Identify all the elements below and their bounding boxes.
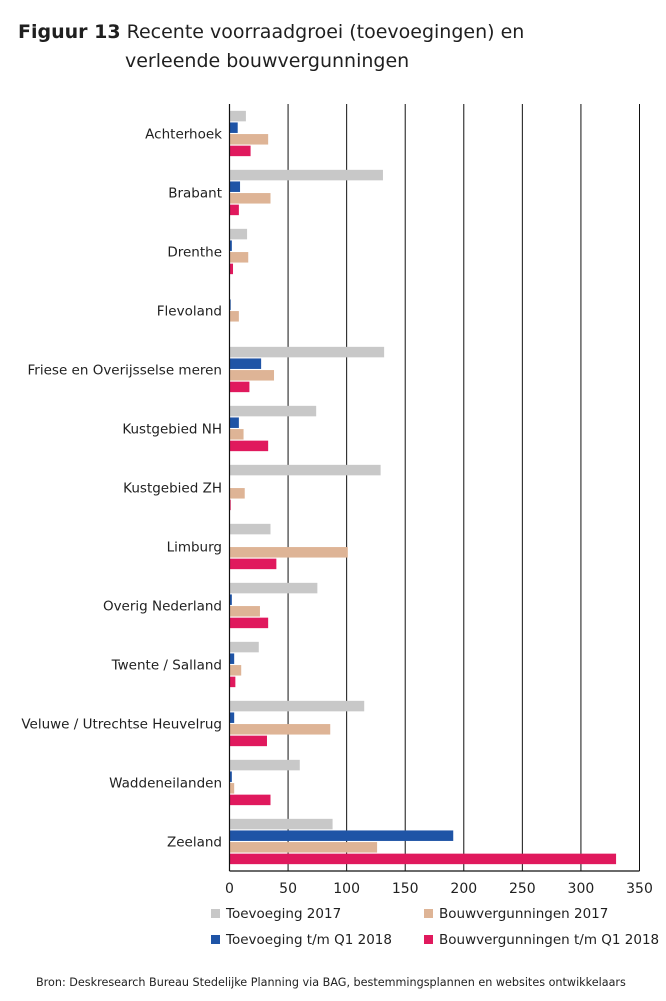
bar-5-1 — [229, 417, 239, 428]
x-tick-label-100: 100 — [333, 881, 360, 897]
bar-0-1 — [229, 122, 238, 133]
legend-label-3: Bouwvergunningen t/m Q1 2018 — [439, 932, 660, 948]
category-label-5: Kustgebied NH — [122, 422, 222, 438]
bar-2-3 — [229, 263, 234, 275]
bar-0-2 — [229, 134, 269, 145]
bar-6-0 — [229, 464, 381, 476]
legend-item-2: Toevoeging t/m Q1 2018 — [211, 932, 392, 948]
category-label-6: Kustgebied ZH — [123, 481, 222, 497]
category-label-9: Twente / Salland — [111, 658, 222, 674]
legend-item-1: Bouwvergunningen 2017 — [424, 906, 608, 922]
title-line-1: Recente voorraadgroei (toevoegingen) en — [126, 21, 525, 43]
bar-10-0 — [229, 700, 365, 712]
bar-2-0 — [229, 228, 248, 240]
legend-swatch-2 — [211, 935, 220, 944]
bar-9-0 — [229, 641, 259, 653]
bar-11-0 — [229, 759, 300, 771]
bar-12-3 — [229, 853, 617, 865]
bar-10-2 — [229, 724, 331, 735]
bar-11-1 — [229, 771, 232, 782]
bar-2-1 — [229, 240, 232, 251]
category-label-12: Zeeland — [167, 835, 222, 851]
figure-label: Figuur 13 — [18, 21, 121, 43]
category-label-2: Drenthe — [167, 245, 222, 261]
bar-7-0 — [229, 523, 271, 535]
bar-9-2 — [229, 665, 242, 676]
category-label-3: Flevoland — [157, 304, 222, 320]
bar-1-1 — [229, 181, 241, 192]
bar-4-1 — [229, 358, 262, 369]
category-label-4: Friese en Overijsselse meren — [28, 363, 222, 379]
bar-7-2 — [229, 547, 348, 558]
bar-8-3 — [229, 617, 269, 629]
legend-item-3: Bouwvergunningen t/m Q1 2018 — [424, 932, 659, 948]
category-label-1: Brabant — [168, 186, 222, 202]
bar-chart: Achterhoek Brabant Drenthe Flevoland Friese … — [21, 104, 653, 897]
legend-swatch-0 — [211, 909, 220, 918]
bar-1-3 — [229, 204, 239, 216]
bar-7-3 — [229, 558, 277, 570]
bar-6-2 — [229, 488, 245, 499]
bar-8-1 — [229, 594, 232, 605]
category-label-0: Achterhoek — [145, 127, 222, 143]
bar-8-0 — [229, 582, 318, 594]
bar-12-2 — [229, 842, 378, 853]
x-tick-label-0: 0 — [225, 881, 234, 897]
bar-11-3 — [229, 794, 271, 806]
bar-9-3 — [229, 676, 236, 688]
legend-swatch-1 — [424, 909, 433, 918]
legend-item-0: Toevoeging 2017 — [211, 906, 341, 922]
bar-12-1 — [229, 830, 454, 841]
bar-5-2 — [229, 429, 244, 440]
legend-label-0: Toevoeging 2017 — [226, 906, 342, 922]
bar-10-1 — [229, 712, 235, 723]
category-label-10: Veluwe / Utrechtse Heuvelrug — [21, 717, 222, 733]
bar-4-0 — [229, 346, 385, 358]
bar-2-2 — [229, 252, 249, 263]
x-tick-label-350: 350 — [626, 881, 653, 897]
bar-5-0 — [229, 405, 317, 417]
title-line-2: verleende bouwvergunningen — [125, 50, 410, 72]
legend-label-2: Toevoeging t/m Q1 2018 — [226, 932, 392, 948]
x-tick-label-50: 50 — [279, 881, 297, 897]
bar-11-2 — [229, 783, 235, 794]
category-label-7: Limburg — [167, 540, 222, 556]
bar-0-3 — [229, 145, 251, 157]
x-tick-label-150: 150 — [392, 881, 419, 897]
bar-5-3 — [229, 440, 269, 452]
bar-4-3 — [229, 381, 250, 393]
bar-12-0 — [229, 818, 333, 830]
source-note: Bron: Deskresearch Bureau Stedelijke Pla… — [36, 976, 626, 989]
legend-swatch-3 — [424, 935, 433, 944]
x-tick-label-250: 250 — [509, 881, 536, 897]
legend-label-1: Bouwvergunningen 2017 — [439, 906, 609, 922]
category-label-8: Overig Nederland — [103, 599, 222, 615]
bar-3-2 — [229, 311, 239, 322]
bar-8-2 — [229, 606, 260, 617]
x-tick-label-200: 200 — [450, 881, 477, 897]
bar-10-3 — [229, 735, 267, 747]
category-label-11: Waddeneilanden — [109, 776, 222, 792]
bar-9-1 — [229, 653, 235, 664]
x-tick-label-300: 300 — [568, 881, 595, 897]
bar-1-0 — [229, 169, 383, 181]
bar-0-0 — [229, 110, 246, 122]
chart-title: Figuur 13 Recente voorraadgroei (toevoeg… — [18, 18, 658, 76]
bar-4-2 — [229, 370, 275, 381]
bar-1-2 — [229, 193, 271, 204]
